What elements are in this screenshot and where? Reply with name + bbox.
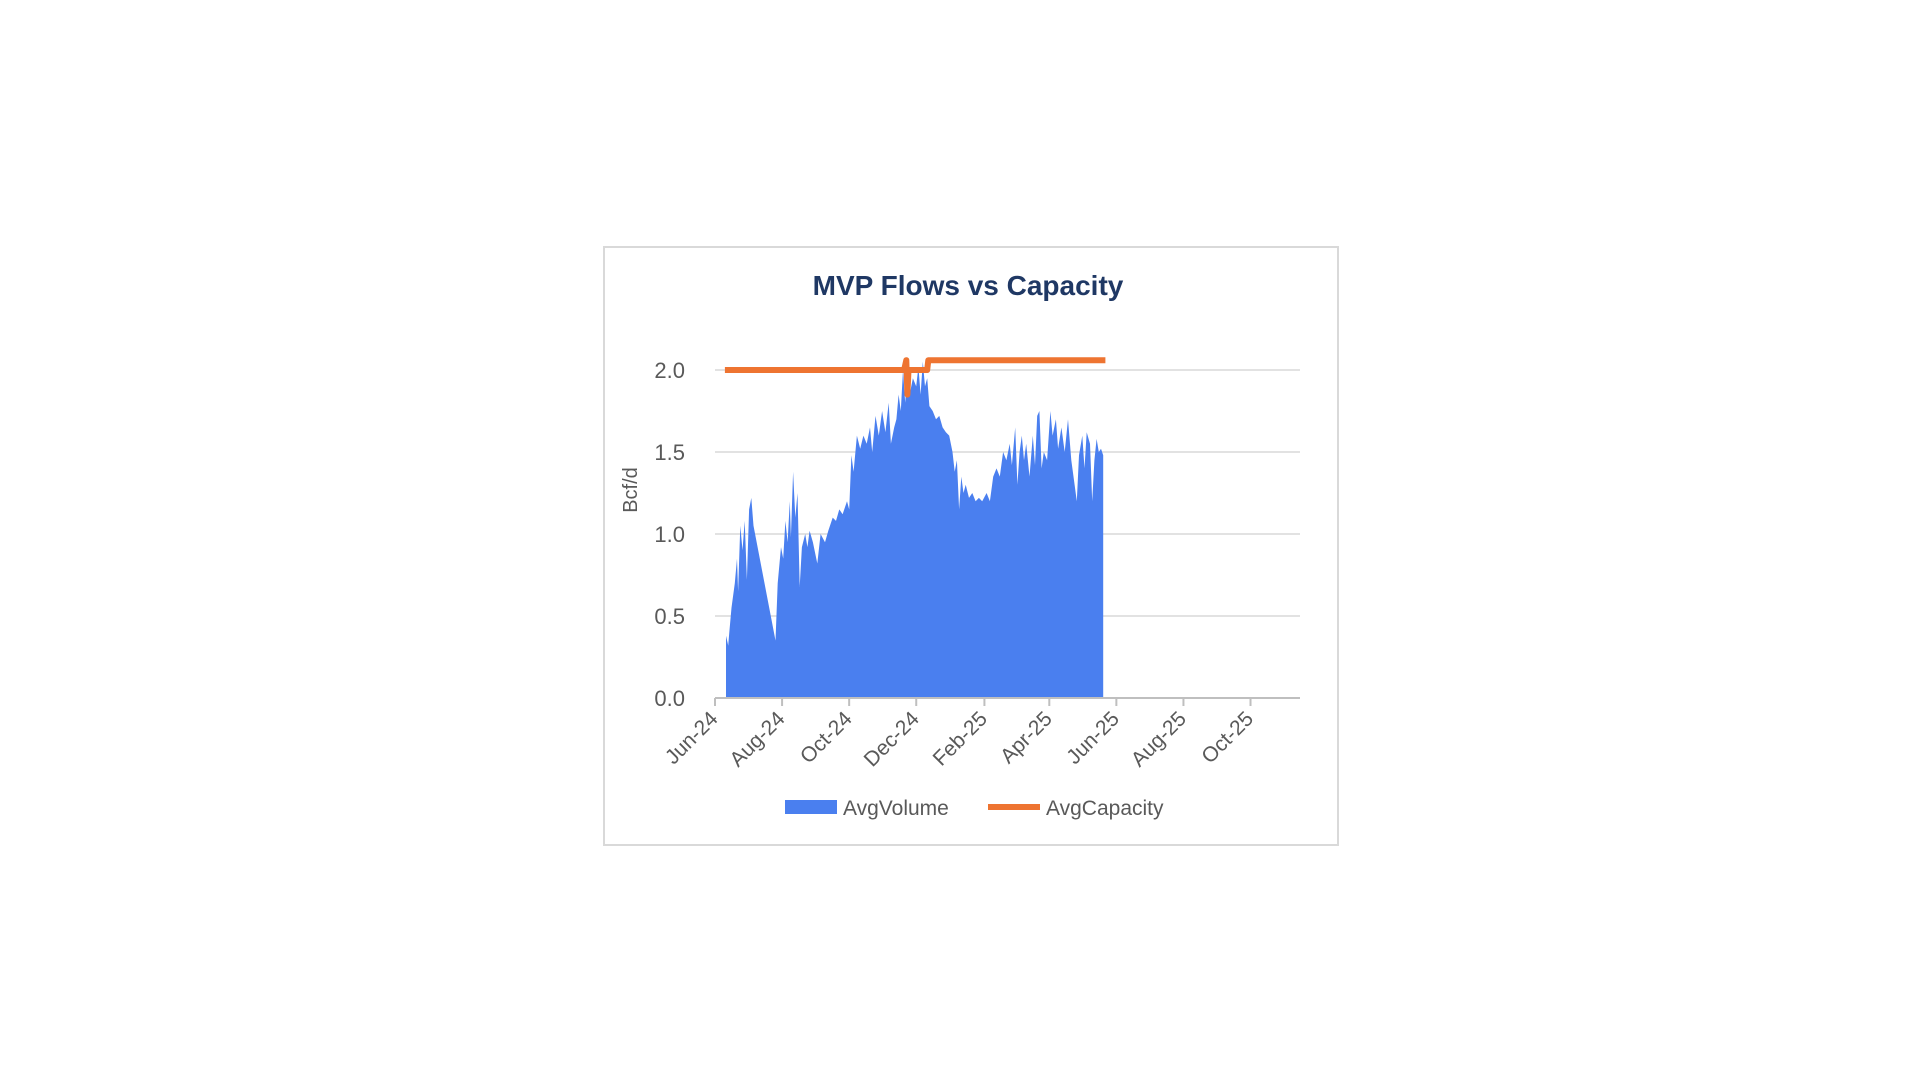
chart-title: MVP Flows vs Capacity (813, 270, 1124, 301)
legend-swatch-avgvolume (785, 800, 837, 814)
y-tick-label: 2.0 (654, 358, 685, 383)
legend-label-avgcapacity: AvgCapacity (1046, 797, 1164, 820)
series-avgvolume-area (726, 361, 1104, 698)
y-tick-label: 0.0 (654, 686, 685, 711)
y-tick-label: 1.0 (654, 522, 685, 547)
y-tick-label: 1.5 (654, 440, 685, 465)
series-avgcapacity-line (724, 357, 1106, 398)
y-tick-labels: 0.0 0.5 1.0 1.5 2.0 (654, 358, 685, 711)
y-tick-label: 0.5 (654, 604, 685, 629)
legend-label-avgvolume: AvgVolume (843, 797, 949, 820)
legend: AvgVolume AvgCapacity (785, 797, 1164, 820)
y-axis-label: Bcf/d (620, 467, 642, 513)
